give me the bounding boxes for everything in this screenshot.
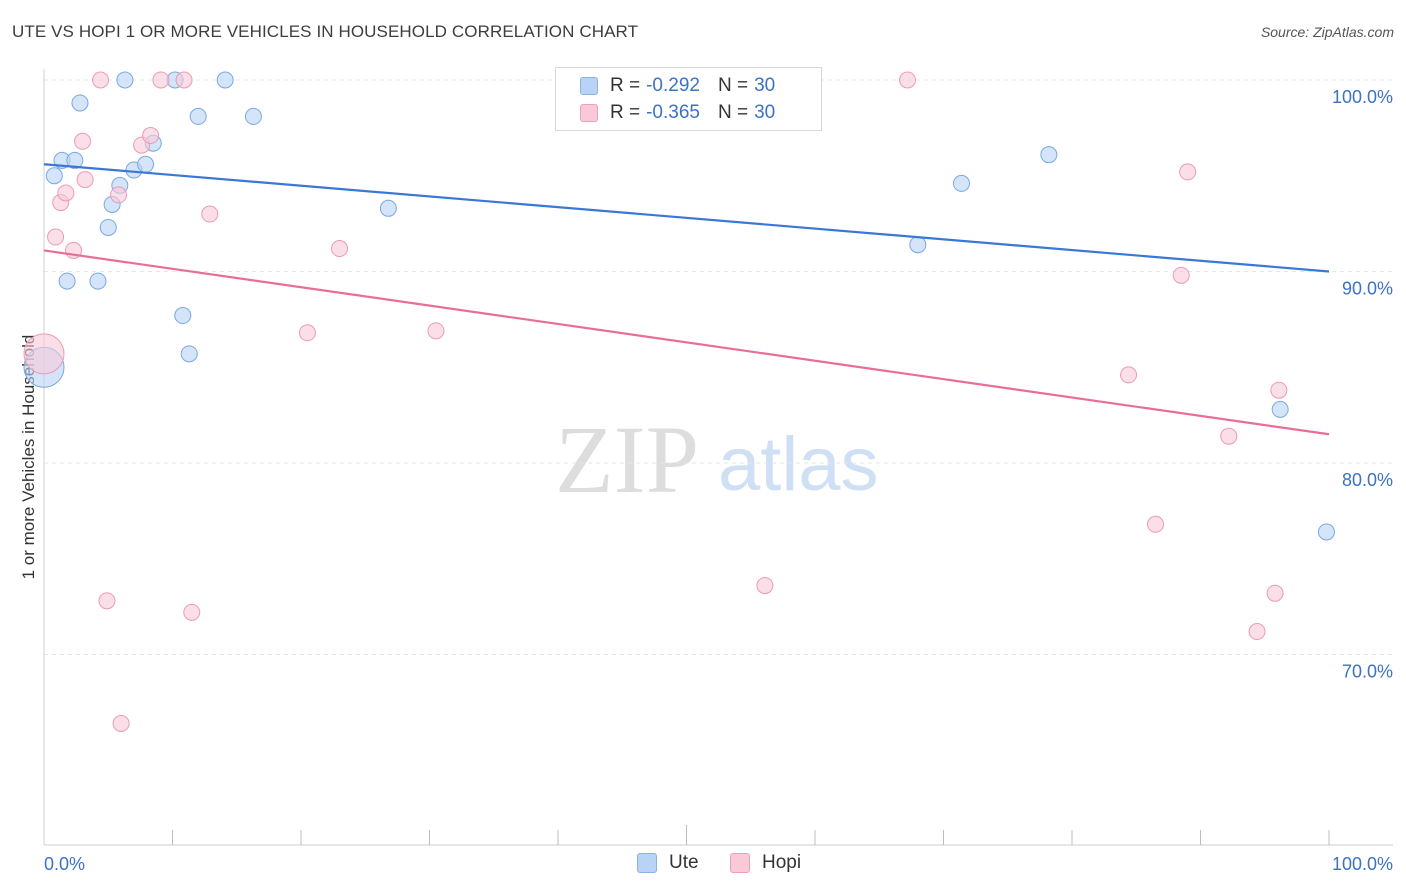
hopi-point xyxy=(1179,163,1197,181)
ute-point xyxy=(1271,400,1289,418)
r-value: -0.365 xyxy=(646,102,700,123)
n-label: N = xyxy=(717,102,749,123)
watermark-zip: ZIP xyxy=(555,406,699,513)
hopi-point xyxy=(76,171,94,189)
r-label: R = xyxy=(610,75,641,96)
ute-point xyxy=(137,155,155,173)
ute-point xyxy=(45,167,63,185)
ute-point xyxy=(116,71,134,89)
legend-label-ute: Ute xyxy=(669,852,699,873)
axes xyxy=(43,69,1393,846)
hopi-point xyxy=(1270,381,1288,399)
hopi-point xyxy=(1248,623,1266,641)
hopi-legend-swatch xyxy=(730,853,750,873)
ute-legend-swatch xyxy=(637,853,657,873)
y-tick-label: 80.0% xyxy=(1342,470,1393,490)
hopi-point xyxy=(899,71,917,89)
data-points xyxy=(23,71,1335,732)
stats-row-hopi: R = -0.365 N = 30 xyxy=(580,100,775,126)
hopi-point xyxy=(74,132,92,150)
n-value: 30 xyxy=(754,102,776,123)
hopi-point xyxy=(183,603,201,621)
hopi-point xyxy=(110,186,128,204)
ute-point xyxy=(180,345,198,363)
legend-label-hopi: Hopi xyxy=(762,852,802,873)
hopi-point xyxy=(1266,584,1284,602)
series-legend: Ute Hopi xyxy=(0,852,1406,878)
y-tick-label: 90.0% xyxy=(1342,279,1393,299)
hopi-point xyxy=(298,324,316,342)
ute-point xyxy=(189,107,207,125)
y-tick-label: 100.0% xyxy=(1332,87,1393,107)
hopi-trend-line xyxy=(43,249,1330,436)
hopi-point xyxy=(1120,366,1138,384)
ute-point xyxy=(216,71,234,89)
stats-legend: R = -0.292 N = 30 R = -0.365 N = 30 xyxy=(555,67,822,131)
chart-title: UTE VS HOPI 1 OR MORE VEHICLES IN HOUSEH… xyxy=(12,22,639,41)
ute-point xyxy=(66,151,84,169)
n-label: N = xyxy=(717,75,749,96)
legend-item-ute[interactable]: Ute xyxy=(637,852,699,874)
hopi-point xyxy=(175,71,193,89)
ute-point xyxy=(952,174,970,192)
y-tick-label: 70.0% xyxy=(1342,662,1393,682)
hopi-point xyxy=(47,228,65,246)
hopi-point xyxy=(57,184,75,202)
y-tick-labels: 70.0% 80.0% 90.0% 100.0% xyxy=(1332,87,1393,682)
watermark-atlas: atlas xyxy=(718,422,879,507)
hopi-point xyxy=(331,240,349,258)
hopi-point xyxy=(1220,427,1238,445)
ute-point xyxy=(379,199,397,217)
stats-row-ute: R = -0.292 N = 30 xyxy=(580,73,775,99)
ute-trend-line xyxy=(43,163,1330,273)
ute-point xyxy=(99,218,117,236)
hopi-point xyxy=(427,322,445,340)
legend-item-hopi[interactable]: Hopi xyxy=(730,852,801,874)
ute-point xyxy=(1317,523,1335,541)
ute-point xyxy=(58,272,76,290)
hopi-point xyxy=(756,577,774,595)
ute-swatch xyxy=(580,77,598,95)
source-label: Source: ZipAtlas.com xyxy=(1260,24,1394,40)
hopi-point xyxy=(201,205,219,223)
hopi-point xyxy=(152,71,170,89)
ute-point xyxy=(71,94,89,112)
ute-point xyxy=(909,236,927,254)
hopi-point xyxy=(112,714,130,732)
x-ticks xyxy=(172,825,1330,845)
ute-point xyxy=(89,272,107,290)
trend-lines xyxy=(43,163,1330,436)
r-label: R = xyxy=(610,102,641,123)
hopi-point xyxy=(142,127,160,145)
hopi-point xyxy=(98,592,116,610)
ute-point xyxy=(244,107,262,125)
hopi-point xyxy=(23,333,65,375)
hopi-point xyxy=(92,71,110,89)
ute-point xyxy=(174,307,192,325)
y-axis-label: 1 or more Vehicles in Household xyxy=(19,335,38,580)
x-tick-labels: 0.0% 100.0% xyxy=(44,854,1393,874)
ute-point xyxy=(1040,146,1058,164)
hopi-swatch xyxy=(580,104,598,122)
watermark: ZIP atlas xyxy=(555,406,879,513)
r-value: -0.292 xyxy=(646,75,700,96)
x-tick-label-max: 100.0% xyxy=(1332,854,1393,874)
hopi-point xyxy=(1172,266,1190,284)
x-tick-label-min: 0.0% xyxy=(44,854,85,874)
hopi-point xyxy=(1147,515,1165,533)
n-value: 30 xyxy=(754,75,776,96)
